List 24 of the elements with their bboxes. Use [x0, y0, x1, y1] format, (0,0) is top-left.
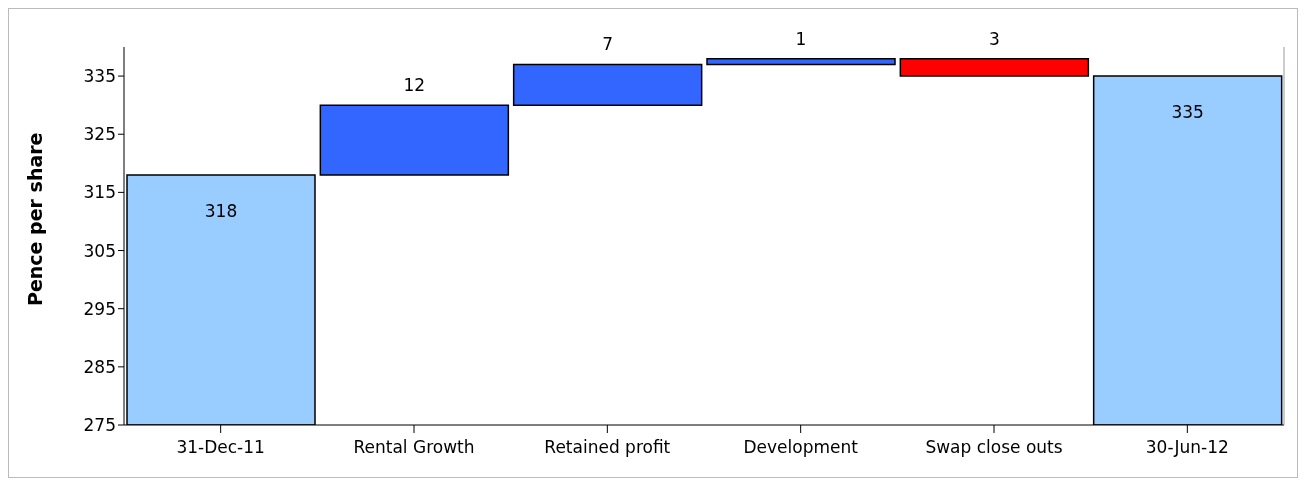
y-tick-label: 305 — [83, 240, 116, 261]
data-label: 3 — [988, 28, 1000, 49]
x-tick-label: Swap close outs — [925, 437, 1063, 458]
y-tick-label: 335 — [83, 66, 116, 87]
x-tick-label: Development — [743, 437, 859, 458]
bar — [512, 63, 703, 106]
y-tick-label: 275 — [83, 415, 116, 436]
bar — [899, 57, 1090, 77]
data-label: 1 — [795, 28, 807, 49]
y-tick-label: 315 — [83, 182, 116, 203]
data-label: 335 — [1171, 102, 1204, 123]
data-label: 7 — [602, 34, 614, 55]
y-tick-label: 285 — [83, 356, 116, 377]
data-label: 318 — [204, 200, 238, 221]
y-axis-title: Pence per share — [23, 132, 46, 306]
y-tick-label: 325 — [83, 124, 116, 145]
x-tick-label: Rental Growth — [353, 437, 475, 458]
y-tick-label: 295 — [83, 298, 116, 319]
bar — [706, 57, 896, 66]
data-label: 12 — [403, 75, 426, 96]
x-tick-label: 31-Dec-11 — [176, 437, 265, 458]
x-tick-label: 30-Jun-12 — [1145, 437, 1229, 458]
x-tick-label: Retained profit — [544, 437, 671, 458]
bar — [319, 104, 510, 176]
